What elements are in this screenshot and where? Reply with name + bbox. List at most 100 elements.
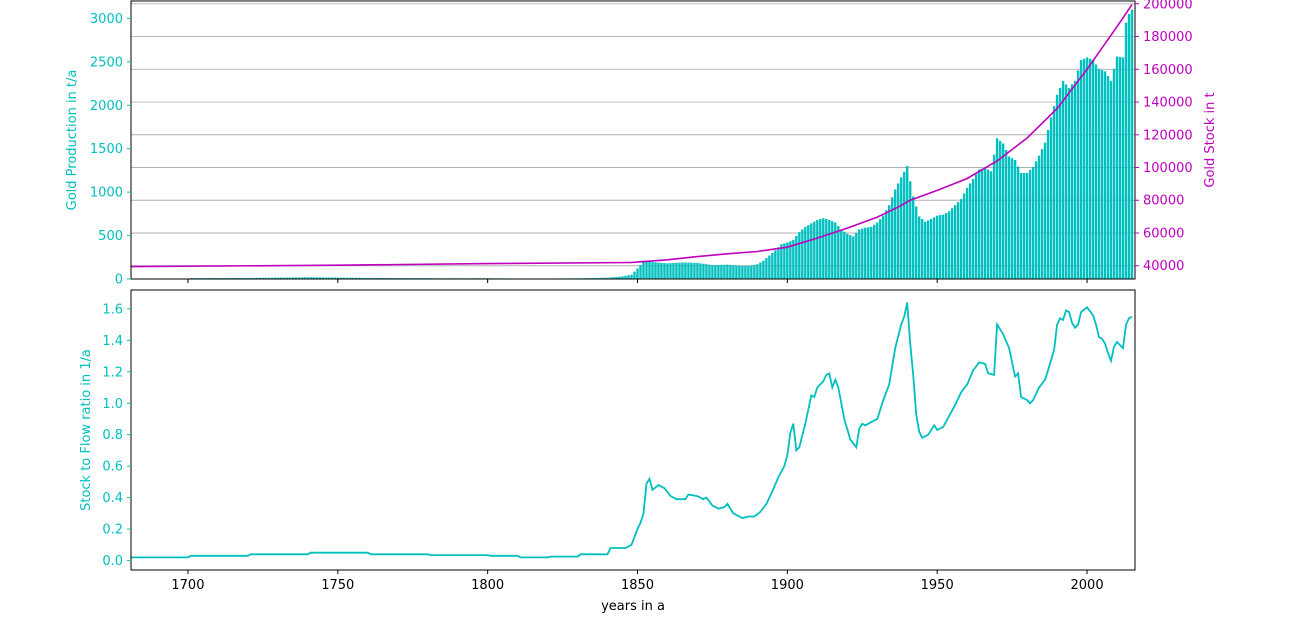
production-bar — [873, 224, 876, 279]
production-bar — [756, 264, 759, 279]
production-bar — [903, 171, 906, 279]
production-y-tick-label: 500 — [98, 229, 123, 244]
production-bar — [363, 277, 366, 279]
production-bar — [237, 277, 241, 279]
ratio-y-tick-label: 0.0 — [102, 554, 123, 569]
production-bar — [897, 183, 900, 279]
production-bar — [1109, 80, 1113, 279]
stock-y-tick-label: 180000 — [1143, 30, 1193, 45]
production-bar — [651, 262, 654, 279]
production-bar — [303, 277, 307, 279]
production-bar — [983, 167, 987, 279]
production-bar — [768, 255, 771, 279]
production-bar — [612, 277, 615, 279]
production-bar — [600, 277, 603, 279]
production-bar — [282, 277, 286, 279]
production-bar — [750, 265, 753, 279]
stock-y-tick-label: 60000 — [1143, 226, 1184, 241]
production-bar — [864, 227, 867, 279]
production-bar — [690, 262, 693, 279]
production-bar — [1058, 87, 1062, 279]
production-bar — [1016, 166, 1020, 279]
production-bar — [624, 275, 627, 279]
production-y-tick-label: 2000 — [90, 99, 123, 114]
production-bar — [909, 181, 912, 279]
production-bar — [1031, 166, 1035, 279]
production-bar — [672, 263, 675, 279]
production-bar — [315, 277, 319, 279]
production-bar — [924, 221, 927, 279]
production-bar — [828, 219, 831, 279]
stock-y-axis: 40000 60000 80000 100000 120000 140000 160000 1… — [1135, 0, 1193, 274]
production-bar — [366, 277, 369, 279]
production-bar — [888, 205, 891, 279]
production-bar — [1070, 84, 1074, 280]
production-bar — [726, 264, 729, 279]
production-bar — [995, 138, 999, 279]
production-bar — [603, 277, 606, 279]
production-bar — [744, 265, 747, 279]
x-tick-label: 1750 — [321, 578, 354, 593]
production-bar — [666, 263, 669, 279]
production-bar — [789, 241, 792, 279]
production-bar — [633, 271, 636, 279]
production-bar — [885, 210, 888, 279]
production-bar — [837, 226, 840, 279]
production-bar — [870, 226, 873, 279]
production-bar — [798, 232, 801, 279]
production-bar — [243, 277, 247, 279]
production-bar — [879, 219, 882, 279]
production-bar — [935, 215, 939, 279]
production-bar — [657, 262, 660, 279]
production-bar — [372, 277, 375, 279]
ratio-y-tick-label: 0.4 — [102, 491, 123, 506]
production-bar — [1082, 58, 1086, 279]
production-bar — [989, 171, 993, 279]
production-bar — [1022, 173, 1026, 279]
production-bar — [294, 277, 298, 279]
production-bar — [792, 239, 795, 279]
x-axis-label: years in a — [601, 599, 665, 614]
production-bar — [621, 276, 624, 279]
production-bar — [261, 277, 265, 279]
production-bar — [675, 262, 678, 279]
production-bar — [846, 233, 849, 279]
production-bar — [1001, 143, 1005, 279]
production-bar — [678, 262, 681, 279]
production-bar — [288, 277, 292, 279]
production-bar — [306, 277, 310, 279]
production-bar — [639, 265, 642, 279]
stock-y-tick-label: 120000 — [1143, 128, 1193, 143]
production-bar — [953, 205, 957, 279]
production-bar — [1025, 173, 1029, 279]
production-bar — [732, 265, 735, 279]
ratio-y-tick-label: 1.0 — [102, 397, 123, 412]
production-y-tick-label: 1000 — [90, 186, 123, 201]
production-bar — [998, 140, 1002, 279]
production-bar — [324, 277, 328, 279]
production-bar — [360, 277, 363, 279]
production-bar — [774, 250, 777, 279]
production-bar — [645, 260, 648, 279]
production-y-tick-label: 3000 — [90, 12, 123, 27]
production-bar — [783, 243, 786, 279]
production-bar — [867, 227, 870, 279]
stock-y-tick-label: 200000 — [1143, 0, 1193, 12]
production-bar — [1034, 161, 1038, 279]
production-bar — [720, 264, 723, 279]
production-bar — [669, 263, 672, 279]
production-bar — [369, 277, 372, 279]
production-bar — [927, 220, 930, 279]
production-bar — [723, 264, 726, 279]
production-bar — [1028, 169, 1032, 279]
production-bar — [1103, 71, 1107, 280]
production-bar — [971, 179, 975, 279]
production-bar — [915, 206, 918, 279]
production-bar — [735, 265, 738, 279]
production-bar — [1040, 149, 1044, 279]
production-bar — [693, 262, 696, 279]
production-bar — [1046, 130, 1050, 279]
production-bar — [1043, 142, 1047, 279]
production-bar — [819, 219, 822, 279]
production-bar — [252, 277, 256, 279]
